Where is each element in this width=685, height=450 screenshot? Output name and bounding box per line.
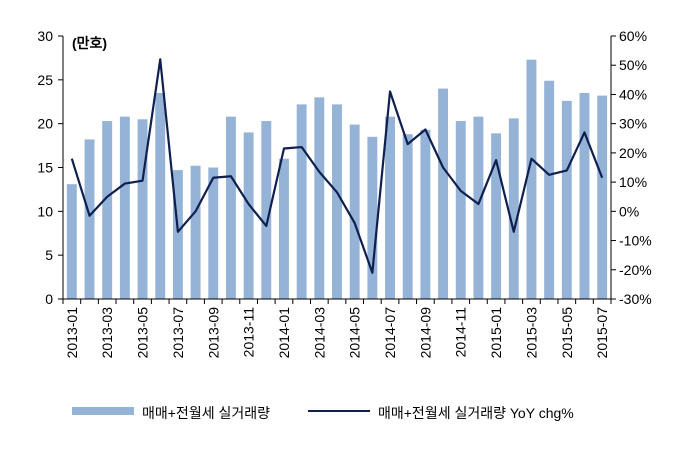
x-tick-label: 2014-05 (347, 307, 363, 359)
x-tick-label: 2014-07 (382, 307, 398, 359)
x-tick-label: 2014-01 (276, 307, 292, 359)
bar-2013-01 (66, 184, 77, 299)
x-tick-label: 2014-09 (417, 307, 433, 359)
x-tick-label: 2015-07 (594, 307, 610, 359)
right-tick-label: 10% (619, 174, 647, 190)
left-tick-label: 20 (37, 116, 53, 132)
legend-swatch-bar (72, 407, 134, 415)
bar-2013-06 (155, 92, 166, 299)
right-tick-label: -10% (619, 233, 652, 249)
left-tick-label: 10 (37, 203, 53, 219)
left-tick-label: 5 (45, 247, 53, 263)
bar-2013-07 (172, 170, 183, 299)
x-tick-label: 2015-01 (488, 307, 504, 359)
right-tick-label: 50% (619, 57, 647, 73)
x-tick-label: 2013-01 (64, 307, 80, 359)
bar-2014-11 (455, 121, 466, 299)
bar-2013-09 (208, 167, 219, 299)
bar-2013-10 (225, 116, 236, 300)
bar-2013-08 (190, 165, 201, 299)
bar-2014-05 (349, 124, 360, 299)
bar-2013-05 (137, 119, 148, 299)
bar-2014-03 (314, 97, 325, 300)
left-tick-label: 0 (45, 291, 53, 307)
right-tick-label: 30% (619, 116, 647, 132)
bar-2013-12 (261, 121, 272, 299)
bar-2014-04 (332, 104, 342, 299)
line-layer (70, 58, 604, 274)
bar-2015-06 (579, 92, 590, 299)
axes-layer: 0 5 10 15 20 25 30 -30% -20% -10% 0% 10% 20% 30% 40% 50… (37, 28, 651, 358)
yoy-line (70, 58, 604, 274)
x-tick-label: 2015-05 (559, 307, 575, 359)
bar-2014-08 (402, 134, 413, 299)
right-tick-label: 40% (619, 86, 647, 102)
right-tick-label: 0% (619, 203, 639, 219)
x-tick-label: 2013-05 (135, 307, 151, 359)
bar-2015-04 (544, 80, 555, 300)
x-tick-label: 2013-09 (205, 307, 221, 359)
bar-2014-01 (279, 158, 289, 299)
bar-2015-03 (526, 59, 537, 299)
x-tick-label: 2013-11 (241, 307, 257, 358)
x-tick-label: 2015-03 (523, 307, 539, 359)
bar-2014-12 (473, 116, 484, 300)
bar-2015-01 (491, 133, 502, 299)
legend-label-bar: 매매+전월세 실거래량 (142, 405, 270, 421)
bar-2013-11 (243, 132, 254, 299)
bar-2013-02 (84, 139, 95, 299)
bar-2013-04 (119, 116, 130, 300)
bars-layer (66, 59, 608, 300)
unit-label: (만호) (72, 35, 107, 51)
left-tick-label: 25 (37, 72, 53, 88)
right-tick-label: -20% (619, 262, 652, 278)
bar-2015-02 (508, 118, 519, 299)
bar-2014-06 (367, 136, 378, 299)
right-tick-label: 20% (619, 145, 647, 161)
bar-2015-07 (597, 95, 608, 299)
legend: 매매+전월세 실거래량 매매+전월세 실거래량 YoY chg% (72, 405, 574, 421)
bar-2014-09 (420, 129, 431, 299)
right-tick-label: 60% (619, 28, 647, 44)
x-tick-label: 2014-03 (311, 307, 327, 359)
bar-2014-10 (438, 88, 449, 299)
bar-2013-03 (102, 121, 113, 299)
x-tick-label: 2013-07 (170, 307, 186, 359)
legend-label-line: 매매+전월세 실거래량 YoY chg% (378, 405, 574, 421)
left-tick-label: 30 (37, 28, 53, 44)
bar-2015-05 (561, 100, 572, 300)
bar-2014-02 (296, 104, 307, 299)
x-tick-label: 2014-11 (453, 307, 469, 358)
right-tick-label: -30% (619, 291, 652, 307)
left-tick-label: 15 (37, 160, 53, 176)
bar-2014-07 (385, 116, 395, 300)
x-tick-label: 2013-03 (99, 307, 115, 359)
